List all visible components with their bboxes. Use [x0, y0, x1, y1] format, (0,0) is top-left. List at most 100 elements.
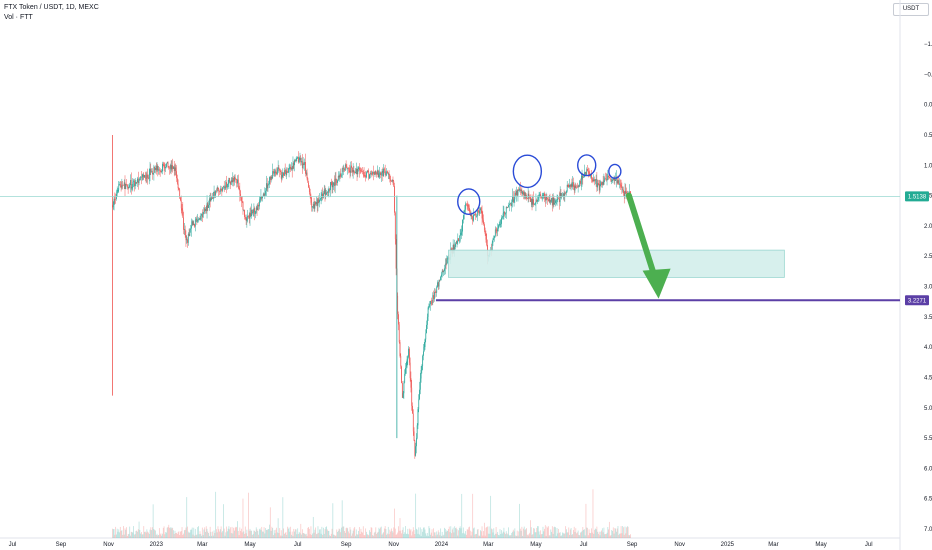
candle-body — [425, 333, 427, 340]
candle-body — [437, 282, 439, 287]
volume-bar — [230, 527, 231, 538]
candle-body — [439, 279, 441, 281]
volume-bar — [266, 529, 267, 538]
candle-body — [237, 179, 239, 188]
volume-bar — [465, 531, 467, 538]
volume-bar — [346, 527, 348, 538]
candle-body — [481, 210, 483, 219]
volume-bar — [589, 532, 591, 538]
candle-body — [337, 175, 339, 181]
volume-bar — [409, 530, 411, 538]
volume-bar — [560, 535, 562, 538]
candle-body — [413, 431, 415, 441]
candle-body — [142, 174, 144, 177]
volume-bar — [379, 529, 381, 538]
price-axis[interactable]: −1.0000−0.50000.00000.50001.00001.50002.… — [905, 42, 932, 533]
volume-bar — [233, 527, 234, 538]
volume-bar — [221, 532, 223, 538]
currency-button[interactable]: USDT — [893, 3, 929, 16]
candle-body — [262, 193, 264, 197]
candle-body — [552, 197, 554, 206]
volume-bar — [451, 533, 452, 538]
candle-body — [349, 170, 351, 173]
candle-body — [394, 212, 396, 240]
volume-bar — [139, 529, 141, 538]
candle-body — [326, 192, 328, 193]
volume-bar — [201, 527, 203, 538]
volume-bar — [168, 524, 170, 538]
volume-bar — [194, 528, 196, 538]
candle-body — [566, 184, 568, 192]
volume-bar — [319, 529, 320, 538]
candle-body — [209, 198, 211, 202]
candle-body — [528, 193, 530, 197]
candle-body — [230, 181, 231, 185]
candle-body — [244, 216, 246, 219]
candle-body — [335, 178, 337, 180]
candle-body — [444, 268, 445, 272]
volume-bar — [294, 531, 295, 538]
volume-bar — [526, 528, 527, 538]
candle-body — [436, 286, 438, 293]
volume-bar — [158, 528, 160, 538]
volume-bar — [443, 534, 445, 538]
candle-body — [321, 193, 323, 198]
candle-body — [357, 168, 359, 175]
volume-bar — [206, 528, 208, 538]
candle-body — [297, 157, 299, 159]
candle-body — [480, 208, 482, 211]
candle-body — [198, 219, 199, 221]
volume-bar — [129, 526, 131, 538]
volume-bar — [533, 528, 535, 538]
candle-body — [223, 186, 225, 188]
candle-body — [146, 174, 148, 179]
volume-bar — [126, 527, 127, 538]
volume-bar — [285, 531, 287, 538]
candle-body — [137, 178, 139, 183]
volume-bar — [233, 530, 235, 538]
candle-body — [183, 229, 185, 230]
volume-bar — [433, 528, 434, 538]
candle-body — [137, 178, 138, 183]
candle-body — [120, 186, 122, 188]
candle-body — [218, 188, 220, 192]
candle-body — [412, 405, 413, 414]
volume-bar — [578, 534, 580, 538]
volume-bar — [313, 532, 315, 538]
current-price-text: 1.5138 — [908, 194, 927, 200]
candle-body — [545, 196, 547, 201]
candle-body — [444, 263, 446, 269]
volume-bar — [148, 533, 150, 538]
volume-bar — [609, 535, 611, 538]
candle-body — [162, 163, 164, 165]
candle-body — [354, 171, 356, 173]
candle-body — [398, 314, 399, 325]
volume-bar — [441, 531, 443, 538]
volume-bar — [531, 534, 533, 538]
volume-bar — [539, 534, 541, 538]
candle-body — [616, 176, 618, 184]
volume-bar — [141, 534, 143, 538]
volume-bar — [352, 530, 354, 538]
volume-bar — [231, 526, 233, 538]
volume-bar — [598, 531, 600, 538]
volume-bar — [171, 527, 173, 538]
highlight-circle — [608, 163, 622, 179]
volume-bar — [593, 533, 595, 538]
candle-body — [333, 182, 334, 186]
candle-body — [181, 208, 183, 211]
candle-body — [117, 189, 119, 192]
volume-bar — [489, 533, 491, 538]
volume-bar — [369, 532, 371, 538]
candle-body — [372, 171, 374, 175]
candle-body — [460, 232, 462, 235]
volume-bar — [232, 533, 234, 538]
volume-bar — [549, 535, 551, 538]
highlight-circle — [457, 188, 481, 215]
candle-body — [428, 306, 430, 308]
volume-bar — [287, 528, 289, 538]
candle-body — [151, 170, 152, 172]
time-axis[interactable]: Jul Sep Nov 2023 Mar May Jul Sep Nov 2024 Mar May Ju… — [9, 542, 873, 548]
volume-bar — [511, 532, 513, 538]
